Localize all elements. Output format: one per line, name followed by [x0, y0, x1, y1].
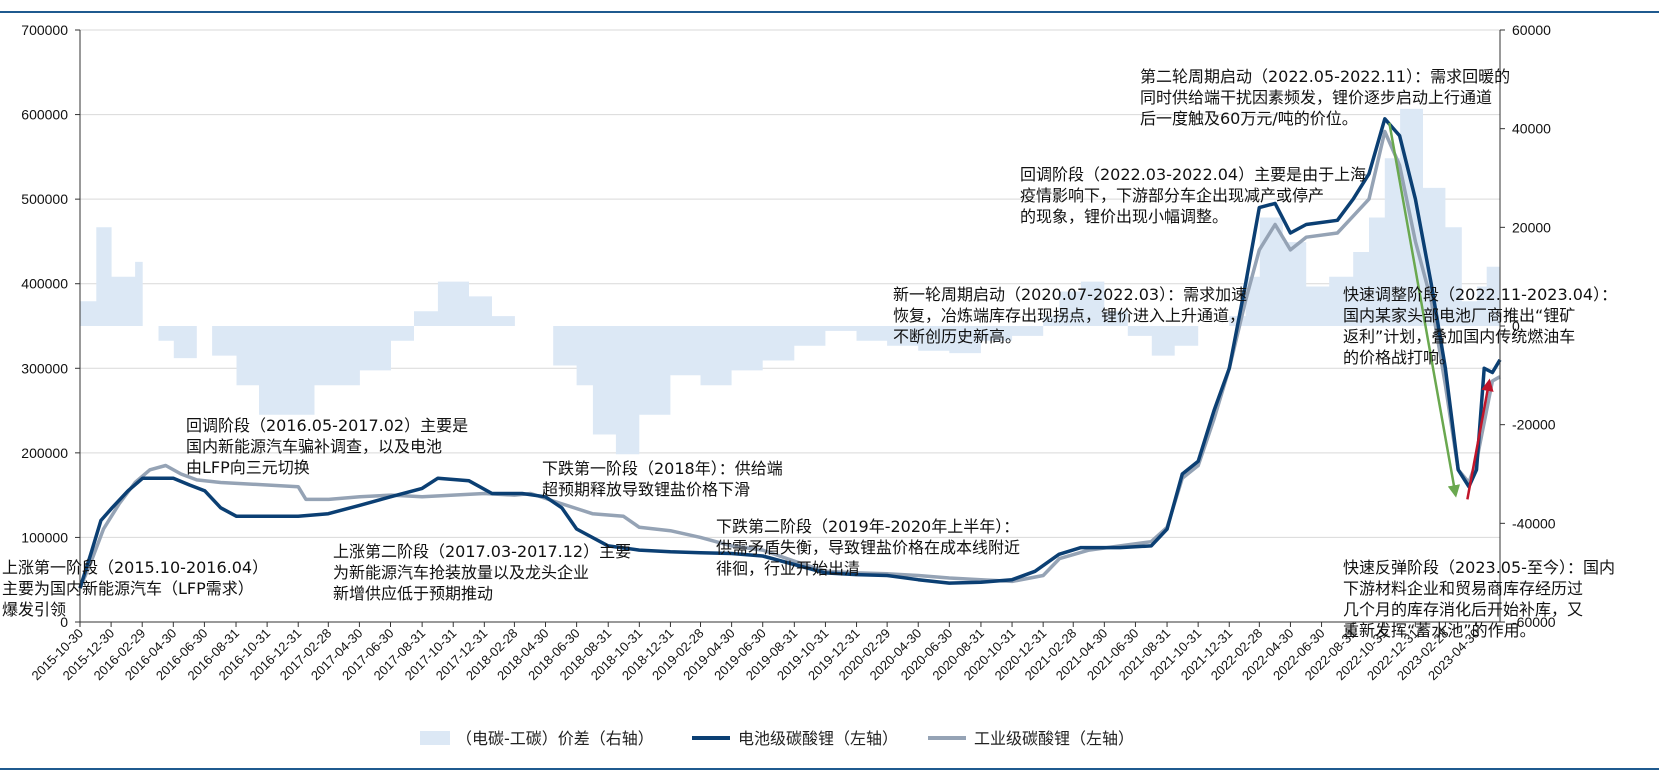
annotation-line: 回调阶段（2016.05-2017.02）主要是 [186, 416, 469, 435]
annotation-line: 的现象，锂价出现小幅调整。 [1020, 207, 1229, 226]
annotation-line: 供需矛盾失衡，导致锂盐价格在成本线附近 [716, 538, 1021, 557]
annotation-line: 超预期释放导致锂盐价格下滑 [542, 480, 751, 499]
annotation-line: 上涨第一阶段（2015.10-2016.04） [2, 558, 269, 577]
legend: （电碳-工碳）价差（右轴） 电池级碳酸锂（左轴） 工业级碳酸锂（左轴） [420, 729, 1134, 748]
legend-label: （电碳-工碳）价差（右轴） [456, 729, 654, 748]
annotation-correction-2016: 回调阶段（2016.05-2017.02）主要是 国内新能源汽车骗补调查，以及电池… [186, 415, 468, 478]
legend-label: 工业级碳酸锂（左轴） [974, 729, 1134, 748]
annotation-line: 为新能源汽车抢装放量以及龙头企业 [333, 563, 590, 582]
annotation-line: 恢复，冶炼端库存出现拐点，锂价进入上升通道， [893, 306, 1246, 325]
annotation-line: 下跌第二阶段（2019年-2020年上半年）： [716, 517, 1020, 536]
annotation-line: 国内某家头部电池厂商推出“锂矿 [1343, 306, 1576, 325]
axes [75, 29, 1505, 627]
annotation-line: 由LFP向三元切换 [186, 458, 310, 477]
legend-swatch-spread [420, 731, 450, 745]
annotation-fast-rebound: 快速反弹阶段（2023.05-至今）：国内 下游材料企业和贸易商库存经历过 几个月的… [1343, 557, 1615, 641]
battery-grade-line [78, 117, 1502, 589]
annotation-line: 新一轮周期启动（2020.07-2022.03）：需求加速 [893, 285, 1248, 304]
annotation-line: 快速反弹阶段（2023.05-至今）：国内 [1343, 558, 1615, 577]
annotation-correction-2022: 回调阶段（2022.03-2022.04）主要是由于上海 疫情影响下，下游部分车企… [1020, 164, 1366, 227]
annotation-line: 不断创历史新高。 [893, 327, 1022, 346]
annotation-line: 下游材料企业和贸易商库存经历过 [1343, 579, 1584, 598]
right-axis-tick-label: -60000 [1512, 614, 1556, 630]
price-lines-layer [78, 117, 1502, 589]
left-axis-tick-label: 400000 [21, 276, 68, 292]
right-axis-tick-label: 20000 [1512, 219, 1551, 235]
left-axis-tick-label: 600000 [21, 107, 68, 123]
annotation-fast-adjustment: 快速调整阶段（2022.11-2023.04）： 国内某家头部电池厂商推出“锂矿返… [1343, 284, 1617, 368]
left-axis-tick-label: 700000 [21, 22, 68, 38]
right-axis-tick-label: -40000 [1512, 515, 1556, 531]
annotation-line: 新增供应低于预期推动 [333, 584, 494, 603]
trend-arrows [1388, 122, 1494, 500]
annotation-line: 爆发引领 [2, 600, 67, 619]
annotation-line: 同时供给端干扰因素频发，锂价逐步启动上行通道 [1140, 88, 1493, 107]
spread-area-series [80, 108, 1500, 455]
red-trend-arrow [1466, 378, 1494, 500]
annotation-fall-phase-2: 下跌第二阶段（2019年-2020年上半年）： 供需矛盾失衡，导致锂盐价格在成本线… [716, 516, 1020, 579]
annotation-fall-phase-1: 下跌第一阶段（2018年）：供给端 超预期释放导致锂盐价格下滑 [542, 458, 783, 500]
annotation-line: 后一度触及60万元/吨的价位。 [1140, 109, 1358, 128]
left-axis-tick-label: 300000 [21, 360, 68, 376]
annotation-line: 回调阶段（2022.03-2022.04）主要是由于上海 [1020, 165, 1367, 184]
legend-label: 电池级碳酸锂（左轴） [738, 729, 898, 748]
right-axis-tick-label: 60000 [1512, 22, 1551, 38]
right-axis-tick-label: 40000 [1512, 121, 1551, 137]
annotation-second-cycle: 第二轮周期启动（2022.05-2022.11）：需求回暖的 同时供给端干扰因素频… [1140, 66, 1510, 129]
annotation-line: 下跌第一阶段（2018年）：供给端 [542, 459, 783, 478]
annotation-line: 几个月的库存消化后开始补库，又 [1343, 600, 1584, 619]
annotation-line: 快速调整阶段（2022.11-2023.04）： [1343, 285, 1618, 304]
annotation-line: 的价格战打响。 [1343, 348, 1456, 367]
annotation-line: 第二轮周期启动（2022.05-2022.11）：需求回暖的 [1140, 67, 1511, 86]
annotation-new-cycle: 新一轮周期启动（2020.07-2022.03）：需求加速 恢复，冶炼端库存出现拐… [893, 284, 1247, 347]
left-axis-tick-label: 200000 [21, 445, 68, 461]
right-axis-tick-label: 0 [1512, 318, 1520, 334]
annotation-line: 疫情影响下，下游部分车企出现减产或停产 [1020, 186, 1325, 205]
left-axis-tick-label: 0 [60, 614, 68, 630]
left-axis-tick-label: 100000 [21, 529, 68, 545]
annotation-line: 主要为国内新能源汽车（LFP需求） [2, 579, 254, 598]
right-axis-tick-label: -20000 [1512, 417, 1556, 433]
annotation-line: 返利”计划，叠加国内传统燃油车 [1343, 327, 1576, 346]
annotation-rise-phase-2: 上涨第二阶段（2017.03-2017.12）主要 为新能源汽车抢装放量以及龙头企… [333, 541, 631, 604]
spread-area-layer [80, 108, 1500, 455]
annotation-line: 上涨第二阶段（2017.03-2017.12）主要 [333, 542, 632, 561]
left-axis-tick-label: 500000 [21, 191, 68, 207]
green-trend-arrow [1388, 122, 1461, 498]
annotation-line: 徘徊，行业开始出清 [716, 559, 861, 578]
annotation-line: 国内新能源汽车骗补调查，以及电池 [186, 437, 443, 456]
annotation-rise-phase-1: 上涨第一阶段（2015.10-2016.04） 主要为国内新能源汽车（LFP需求）… [2, 557, 268, 620]
annotation-line: 重新发挥“蓄水池”的作用。 [1343, 621, 1536, 640]
